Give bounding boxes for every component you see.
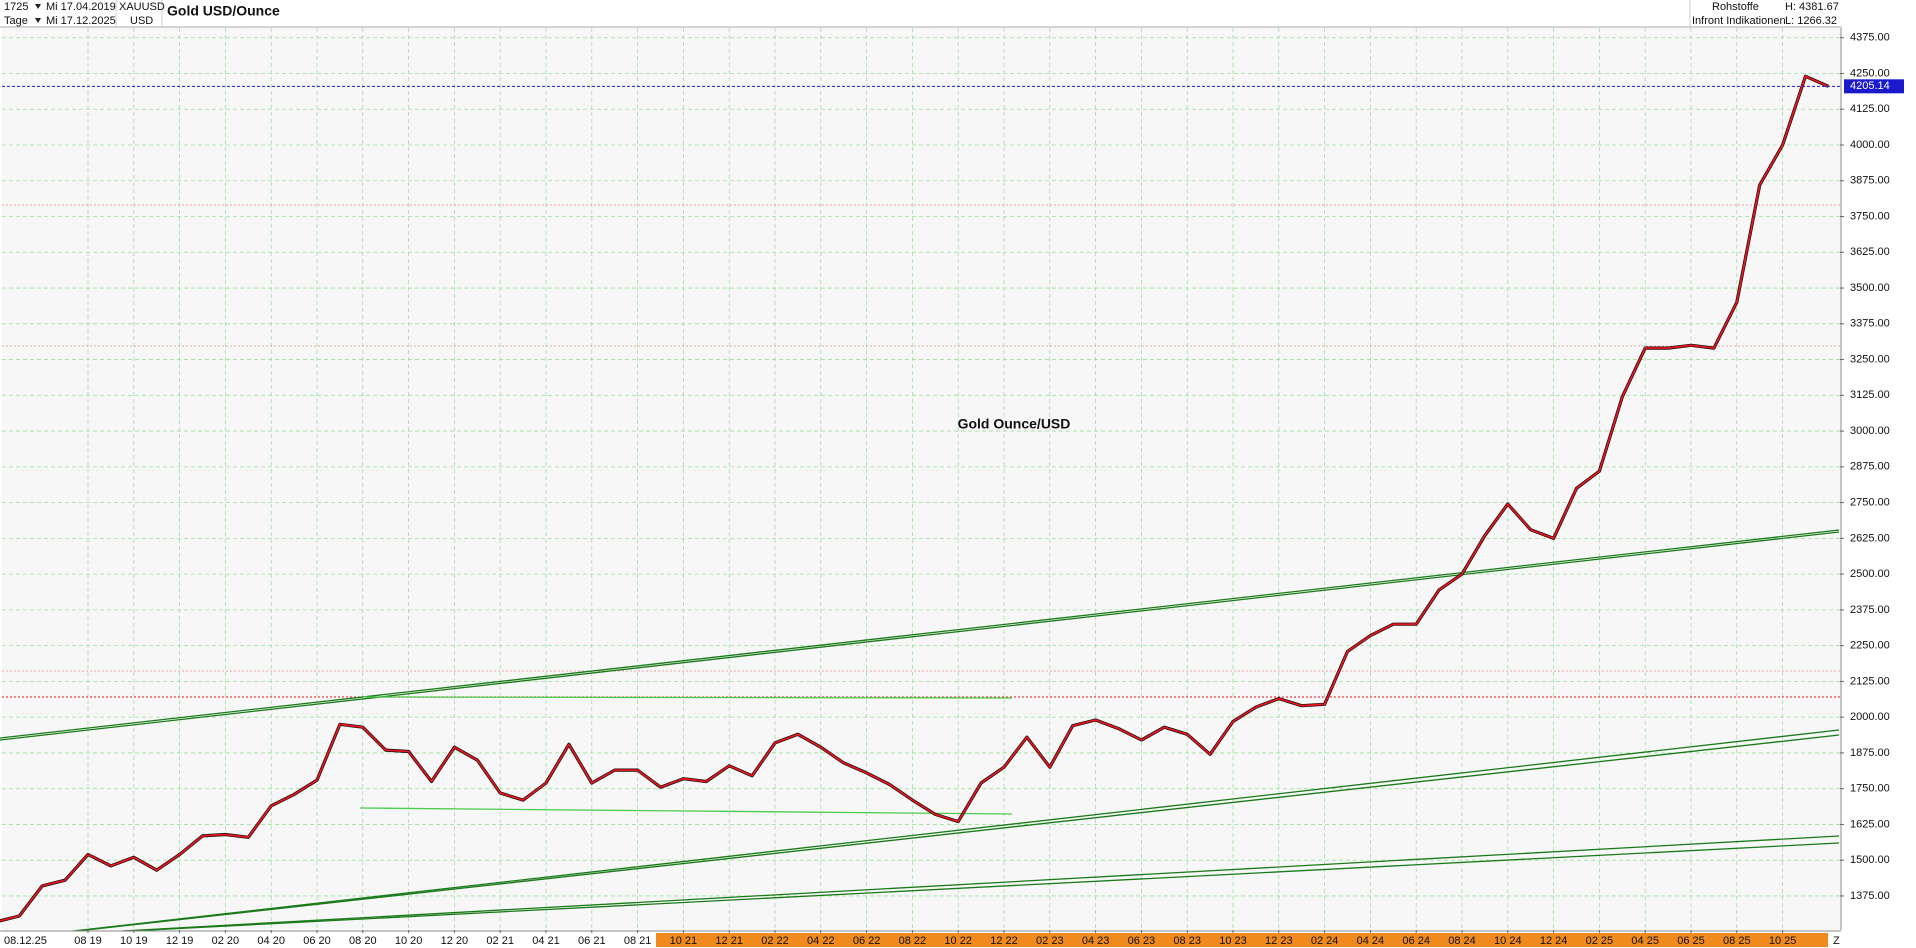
x-tick-label: 12 23 bbox=[1265, 935, 1293, 947]
x-tick-label: 10 22 bbox=[944, 935, 972, 947]
x-tick-label: 08 25 bbox=[1723, 935, 1751, 947]
x-tick-label: 12 22 bbox=[990, 935, 1018, 947]
y-tick-label: 2250.00 bbox=[1850, 640, 1890, 652]
trend-line[interactable] bbox=[359, 807, 1013, 815]
low: L: 1266.32 bbox=[1785, 15, 1837, 27]
x-start-label: 08.12.25 bbox=[4, 935, 47, 947]
x-tick-label: 04 21 bbox=[532, 935, 560, 947]
period[interactable]: Tage bbox=[4, 15, 28, 27]
y-tick-label: 3125.00 bbox=[1850, 389, 1890, 401]
x-tick-label: 10 23 bbox=[1219, 935, 1247, 947]
x-tick-label: 02 21 bbox=[486, 935, 514, 947]
x-tick-label: 12 21 bbox=[715, 935, 743, 947]
trend-line[interactable] bbox=[76, 734, 1840, 932]
price-line bbox=[0, 75, 1829, 922]
y-tick-label: 3375.00 bbox=[1850, 318, 1890, 330]
y-tick-label: 2750.00 bbox=[1850, 497, 1890, 509]
x-tick-label: 04 24 bbox=[1357, 935, 1385, 947]
x-tick-label: 02 22 bbox=[761, 935, 789, 947]
axis-marker[interactable]: Z bbox=[1833, 935, 1840, 947]
trend-line[interactable] bbox=[129, 842, 1840, 932]
to-date[interactable]: Mi 17.12.2025 bbox=[46, 15, 116, 27]
y-tick-label: 2875.00 bbox=[1850, 461, 1890, 473]
x-tick-label: 06 23 bbox=[1128, 935, 1156, 947]
grid bbox=[2, 28, 1840, 930]
x-tick-label: 02 20 bbox=[212, 935, 240, 947]
y-tick-label: 3250.00 bbox=[1850, 353, 1890, 365]
y-tick-label: 3000.00 bbox=[1850, 425, 1890, 437]
x-tick-label: 04 25 bbox=[1631, 935, 1659, 947]
x-tick-label: 06 21 bbox=[578, 935, 606, 947]
x-tick-label: 06 22 bbox=[853, 935, 881, 947]
x-tick-label: 08 19 bbox=[74, 935, 102, 947]
source: Infront Indikationen bbox=[1692, 15, 1786, 27]
chart-title: Gold Ounce/USD bbox=[958, 416, 1071, 432]
x-tick-label: 12 19 bbox=[166, 935, 194, 947]
instrument-title: Gold USD/Ounce bbox=[167, 3, 280, 19]
bar-count[interactable]: 1725 bbox=[4, 1, 28, 13]
trend-line[interactable] bbox=[362, 696, 1013, 699]
currency: USD bbox=[130, 15, 153, 27]
y-tick-label: 1625.00 bbox=[1850, 818, 1890, 830]
trend-line[interactable] bbox=[0, 531, 1840, 741]
group: Rohstoffe bbox=[1712, 1, 1759, 13]
y-tick-label: 2625.00 bbox=[1850, 532, 1890, 544]
x-tick-label: 10 24 bbox=[1494, 935, 1522, 947]
x-tick-label: 10 21 bbox=[670, 935, 698, 947]
x-tick-label: 08 23 bbox=[1173, 935, 1201, 947]
x-tick-label: 10 19 bbox=[120, 935, 148, 947]
x-tick-label: 12 24 bbox=[1540, 935, 1568, 947]
high: H: 4381.67 bbox=[1785, 1, 1839, 13]
x-tick-label: 10 25 bbox=[1769, 935, 1797, 947]
trend-line[interactable] bbox=[72, 729, 1840, 932]
x-tick-label: 06 25 bbox=[1677, 935, 1705, 947]
y-tick-label: 4250.00 bbox=[1850, 67, 1890, 79]
x-tick-label: 08 22 bbox=[899, 935, 927, 947]
symbol: XAUUSD bbox=[119, 1, 165, 13]
trend-line[interactable] bbox=[121, 835, 1840, 932]
x-tick-label: 10 20 bbox=[395, 935, 423, 947]
y-tick-label: 4375.00 bbox=[1850, 32, 1890, 44]
y-tick-label: 3750.00 bbox=[1850, 210, 1890, 222]
x-tick-label: 02 25 bbox=[1586, 935, 1614, 947]
x-tick-label: 08 21 bbox=[624, 935, 652, 947]
date-band bbox=[656, 933, 1828, 947]
dropdown-icon[interactable] bbox=[35, 4, 41, 9]
y-tick-label: 3625.00 bbox=[1850, 246, 1890, 258]
y-tick-label: 2500.00 bbox=[1850, 568, 1890, 580]
x-tick-label: 04 23 bbox=[1082, 935, 1110, 947]
y-tick-label: 2375.00 bbox=[1850, 604, 1890, 616]
y-tick-label: 4125.00 bbox=[1850, 103, 1890, 115]
x-tick-label: 02 23 bbox=[1036, 935, 1064, 947]
y-tick-label: 2125.00 bbox=[1850, 675, 1890, 687]
dropdown-icon[interactable] bbox=[35, 18, 41, 23]
from-date[interactable]: Mi 17.04.2019 bbox=[46, 1, 116, 13]
y-tick-label: 2000.00 bbox=[1850, 711, 1890, 723]
x-tick-label: 06 24 bbox=[1402, 935, 1430, 947]
last-price-box bbox=[1844, 79, 1904, 94]
trend-line[interactable] bbox=[0, 529, 1840, 739]
y-tick-label: 3500.00 bbox=[1850, 282, 1890, 294]
plot-area bbox=[2, 28, 1840, 930]
y-tick-label: 4000.00 bbox=[1850, 139, 1890, 151]
x-tick-label: 06 20 bbox=[303, 935, 331, 947]
x-tick-label: 04 20 bbox=[257, 935, 285, 947]
y-tick-label: 1875.00 bbox=[1850, 747, 1890, 759]
x-tick-label: 08 20 bbox=[349, 935, 377, 947]
y-tick-label: 1375.00 bbox=[1850, 890, 1890, 902]
x-tick-label: 02 24 bbox=[1311, 935, 1339, 947]
y-tick-label: 1750.00 bbox=[1850, 783, 1890, 795]
x-tick-label: 12 20 bbox=[441, 935, 469, 947]
y-tick-label: 1500.00 bbox=[1850, 854, 1890, 866]
x-tick-label: 08 24 bbox=[1448, 935, 1476, 947]
x-tick-label: 04 22 bbox=[807, 935, 835, 947]
y-tick-label: 3875.00 bbox=[1850, 175, 1890, 187]
last-price-label: 4205.14 bbox=[1850, 80, 1890, 92]
